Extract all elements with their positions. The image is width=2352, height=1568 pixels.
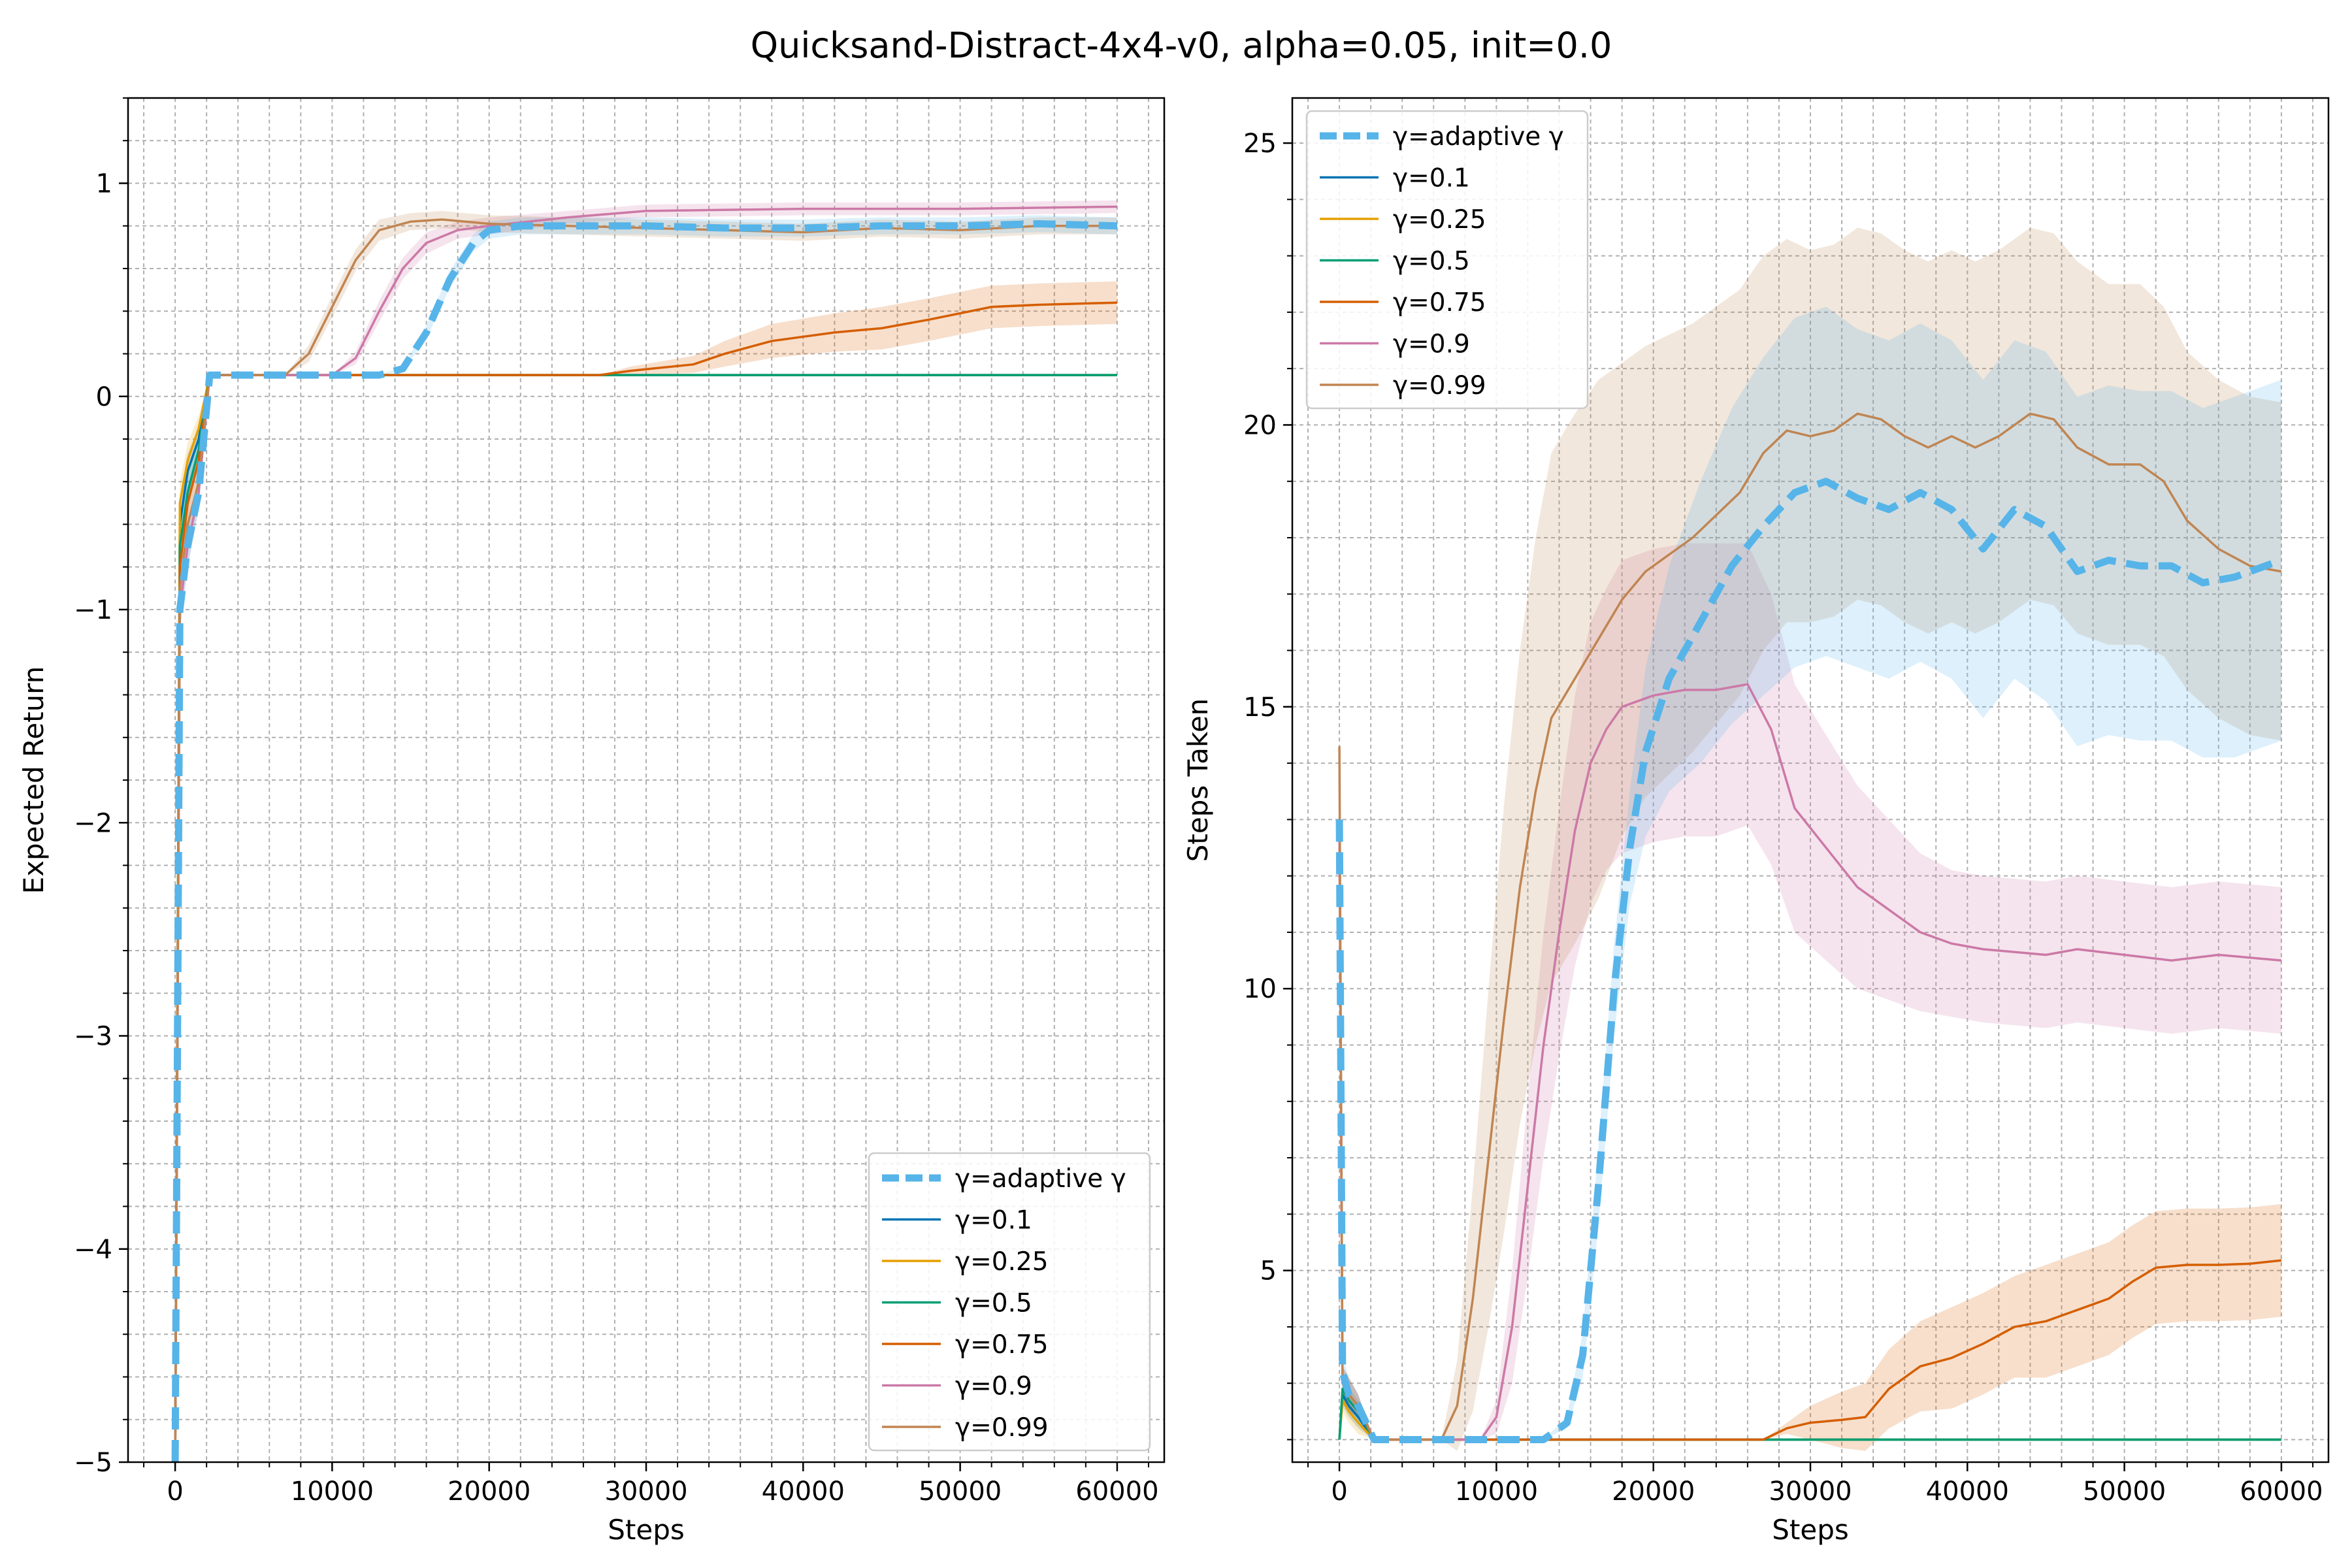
legend-entry-γ=0.1: γ=0.1 [955,1206,1032,1235]
legend-entry-γ=0.25: γ=0.25 [1393,205,1486,235]
x-tick-label: 50000 [2083,1477,2166,1507]
y-tick-label: −1 [74,595,112,625]
x-tick-label: 30000 [604,1477,687,1507]
legend-entry-γ=0.99: γ=0.99 [1393,371,1486,400]
y-tick-label: −2 [74,808,112,838]
band-γ=adaptive γ [1339,306,2281,1440]
x-tick-label: 20000 [448,1477,531,1507]
band-γ=0.75 [1339,819,2281,1451]
x-axis-label: Steps [608,1514,685,1546]
legend-frame [868,1152,1151,1452]
legend-entry-γ=0.1: γ=0.1 [1393,164,1470,193]
series-line-γ=0.99 [1338,412,2282,1441]
x-tick-label: 0 [1331,1477,1347,1507]
right-panel-steps-taken: 0 10000 20000 30000 40000 50000 60000 5 10 15 20 25… [1182,97,2330,1546]
series-line-γ=0.75 [174,301,1117,1462]
x-tick-label: 10000 [291,1477,374,1507]
series-lines [1335,412,2283,1443]
x-tick-label: 10000 [1455,1477,1538,1507]
legend-entry-γ=0.99: γ=0.99 [955,1413,1049,1443]
y-tick-label: 0 [96,382,112,412]
series-line-γ=adaptive γ [1335,478,2283,1443]
legend-entry-γ=adaptive γ: γ=adaptive γ [955,1164,1126,1194]
x-tick-label: 30000 [1769,1477,1852,1507]
x-tick-label: 50000 [919,1477,1002,1507]
left-panel-expected-return: 0 10000 20000 30000 40000 50000 60000 −5 −4 −3 −2 −… [18,97,1166,1546]
legend-entry-γ=0.25: γ=0.25 [955,1247,1049,1277]
y-tick-label: 5 [1260,1256,1277,1286]
x-tick-label: 40000 [762,1477,845,1507]
y-tick-label: −5 [74,1448,112,1478]
band-γ=0.99 [1339,227,2281,1451]
band-γ=0.9 [1339,543,2281,1440]
y-tick-label: 20 [1243,410,1277,440]
confidence-bands [1339,227,2281,1451]
legend-entry-γ=0.5: γ=0.5 [955,1289,1032,1318]
series-line-γ=adaptive γ [171,220,1118,1462]
legend-entry-γ=0.9: γ=0.9 [955,1372,1032,1401]
x-axis-label: Steps [1772,1514,1849,1546]
x-tick-label: 20000 [1612,1477,1695,1507]
y-tick-label: −3 [74,1022,112,1052]
legend-entry-γ=0.75: γ=0.75 [955,1330,1049,1360]
y-axis-label: Expected Return [18,666,50,894]
x-tick-label: 40000 [1926,1477,2009,1507]
y-tick-label: 15 [1243,693,1277,723]
figure-title: Quicksand-Distract-4x4-v0, alpha=0.05, i… [751,25,1612,66]
y-tick-label: 1 [96,169,112,199]
legend: γ=adaptive γ γ=0.1 γ=0.25 γ=0.5 γ=0.75 γ=0.9 γ… [1305,110,1589,410]
grid [1292,98,2328,1462]
legend-entry-γ=0.75: γ=0.75 [1393,288,1486,318]
x-tick-label: 60000 [2240,1477,2323,1507]
series-lines [171,205,1118,1462]
legend: γ=adaptive γ γ=0.1 γ=0.25 γ=0.5 γ=0.75 γ=0.9 γ… [868,1152,1151,1452]
x-tick-label: 60000 [1075,1477,1158,1507]
legend-entry-γ=0.5: γ=0.5 [1393,247,1470,276]
y-tick-label: 10 [1243,974,1277,1004]
series-line-γ=0.9 [1338,683,2282,1441]
y-tick-label: 25 [1243,129,1277,159]
legend-frame [1305,110,1589,410]
y-axis-label: Steps Taken [1182,698,1214,862]
legend-entry-γ=0.9: γ=0.9 [1393,330,1470,359]
y-tick-label: −4 [74,1235,112,1265]
legend-entry-γ=adaptive γ: γ=adaptive γ [1393,122,1564,152]
x-tick-label: 0 [167,1477,183,1507]
